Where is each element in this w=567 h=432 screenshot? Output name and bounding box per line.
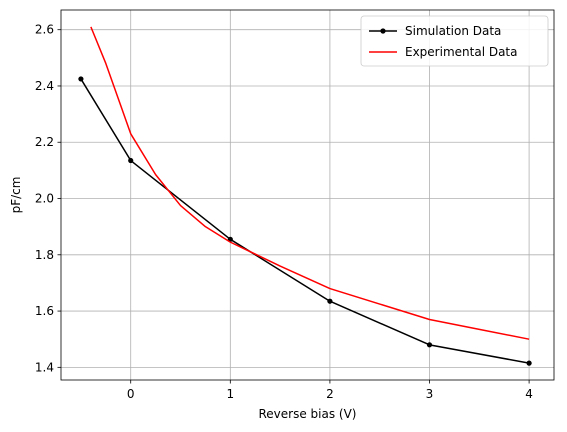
data-point [426, 342, 433, 348]
legend: Simulation Data Experimental Data [360, 15, 549, 67]
y-tick-label: 1.8 [35, 248, 54, 262]
legend-label: Experimental Data [405, 45, 518, 59]
legend-label: Simulation Data [405, 24, 501, 38]
y-axis-ticks: 1.4 1.6 1.8 2.0 2.2 2.4 2.6 [35, 23, 61, 374]
y-tick-label: 1.6 [35, 304, 54, 318]
y-axis-label: pF/cm [9, 177, 23, 214]
y-tick-label: 2.4 [35, 79, 54, 93]
x-tick-label: 4 [525, 387, 533, 401]
x-tick-label: 0 [127, 387, 135, 401]
plot-frame [60, 9, 555, 381]
y-tick-label: 2.6 [35, 23, 54, 37]
x-tick-label: 3 [426, 387, 434, 401]
x-axis-label: Reverse bias (V) [259, 407, 357, 421]
series-layer [78, 26, 532, 366]
data-point [78, 76, 84, 82]
grid-lines [61, 10, 554, 380]
series-line-1 [80, 78, 530, 364]
data-point [128, 157, 134, 164]
legend-marker [380, 28, 386, 34]
y-tick-label: 2.2 [35, 135, 54, 149]
y-tick-label: 2.0 [35, 192, 54, 206]
x-tick-label: 2 [326, 387, 334, 401]
x-tick-label: 1 [226, 387, 234, 401]
data-point [526, 360, 532, 366]
series-line-2 [90, 26, 530, 340]
y-tick-label: 1.4 [35, 360, 54, 374]
data-point [327, 298, 333, 304]
x-axis-ticks: 0 1 2 3 4 [127, 380, 533, 401]
legend-box [360, 15, 549, 67]
